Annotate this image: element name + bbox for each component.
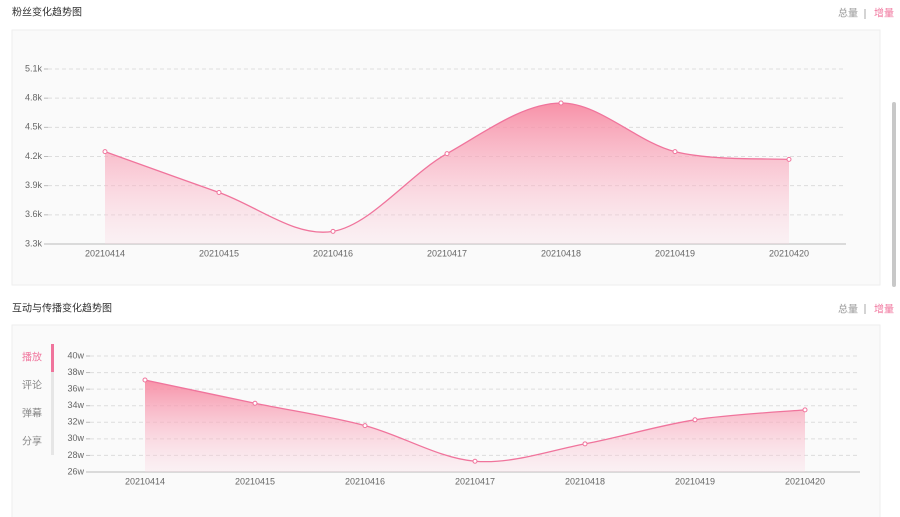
x-tick-label: 20210415 (235, 476, 275, 486)
tab[interactable]: 分享 (22, 435, 42, 448)
x-tick-label: 20210417 (427, 248, 467, 258)
tab[interactable]: 弹幕 (22, 407, 42, 420)
y-tick-label: 4.5k (25, 122, 43, 132)
x-tick-label: 20210418 (541, 248, 581, 258)
y-tick-label: 4.8k (25, 93, 43, 103)
toggle-option[interactable]: 总量 (838, 303, 858, 316)
x-tick-label: 20210415 (199, 248, 239, 258)
point (472, 458, 478, 464)
x-tick-label: 20210420 (785, 476, 825, 486)
x-tick-label: 20210419 (655, 248, 695, 258)
y-tick-label: 34w (67, 400, 84, 410)
x-tick-label: 20210417 (455, 476, 495, 486)
x-tick-label: 20210414 (85, 248, 125, 258)
point (142, 377, 148, 383)
y-tick-label: 36w (67, 384, 84, 394)
point (216, 189, 222, 195)
point (330, 228, 336, 234)
x-tick-label: 20210419 (675, 476, 715, 486)
point (362, 423, 368, 429)
point (672, 149, 678, 155)
x-tick-label: 20210418 (565, 476, 605, 486)
y-tick-label: 26w (67, 466, 84, 476)
scrollbar[interactable] (892, 102, 896, 287)
point (692, 417, 698, 423)
y-tick-label: 3.9k (25, 180, 43, 190)
tab-track (51, 372, 54, 455)
point (252, 400, 258, 406)
chart-title: 互动与传播变化趋势图 (12, 302, 112, 315)
y-tick-label: 40w (67, 350, 84, 360)
toggle-option[interactable]: 增量 (874, 7, 894, 20)
toggle-option[interactable]: 增量 (874, 303, 894, 316)
y-tick-label: 3.3k (25, 238, 43, 248)
point (786, 156, 792, 162)
chart-title: 粉丝变化趋势图 (12, 6, 82, 19)
y-tick-label: 30w (67, 433, 84, 443)
point (802, 407, 808, 413)
tab[interactable]: 评论 (22, 379, 42, 392)
point (582, 441, 588, 447)
point (444, 151, 450, 157)
y-tick-label: 38w (67, 367, 84, 377)
x-tick-label: 20210416 (313, 248, 353, 258)
point (558, 100, 564, 106)
y-tick-label: 5.1k (25, 63, 43, 73)
y-tick-label: 32w (67, 417, 84, 427)
area-fill (145, 380, 805, 472)
tab[interactable]: 播放 (22, 351, 42, 364)
x-tick-label: 20210416 (345, 476, 385, 486)
x-tick-label: 20210414 (125, 476, 165, 486)
area-fill (105, 103, 789, 245)
y-tick-label: 3.6k (25, 209, 43, 219)
tab-indicator (51, 344, 54, 372)
toggle-option[interactable]: 总量 (838, 7, 858, 20)
x-tick-label: 20210420 (769, 248, 809, 258)
y-tick-label: 28w (67, 450, 84, 460)
y-tick-label: 4.2k (25, 151, 43, 161)
point (102, 149, 108, 155)
